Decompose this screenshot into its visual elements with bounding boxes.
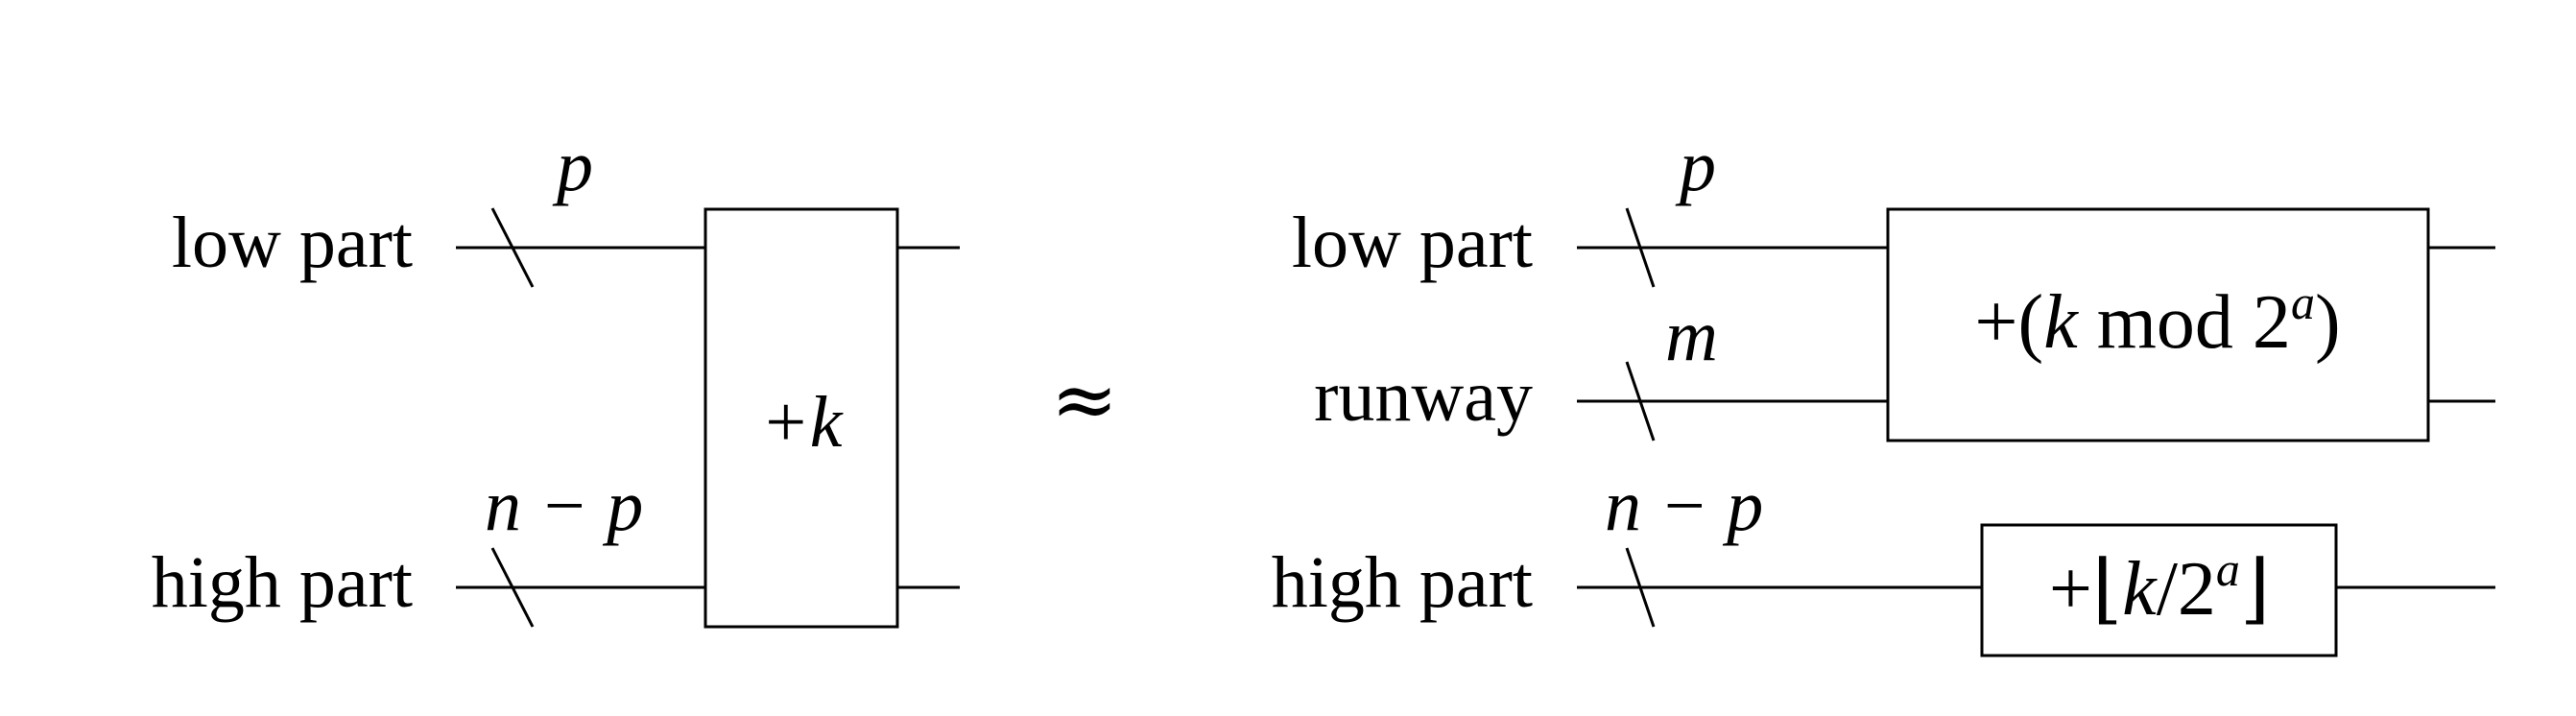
left-low-bundle-slash (490, 207, 535, 288)
mod-gate-plus: +( (1974, 280, 2043, 365)
floor-gate-plus: +⌊ (2049, 547, 2122, 632)
approx-symbol: ≈ (1051, 352, 1118, 446)
mod-gate-exp: a (2291, 275, 2315, 329)
mod-gate-close: ) (2315, 280, 2341, 365)
right-high-width-label: n − p (1605, 465, 1763, 546)
floor-gate-div: /2 (2157, 547, 2216, 632)
right-add-k-mod-gate (1886, 207, 2430, 442)
left-high-width-label: n − p (485, 465, 643, 546)
right-high-part-label: high part (1272, 542, 1533, 623)
left-high-part-label: high part (152, 542, 413, 623)
right-low-part-label: low part (1292, 203, 1533, 283)
left-low-width-label: p (552, 126, 593, 206)
right-add-floor-gate (1980, 523, 2338, 657)
right-add-k-mod-gate-label: +(k mod 2a) (1974, 275, 2340, 365)
right-runway-width-label: m (1665, 296, 1718, 376)
left-add-k-gate-label: +k (760, 382, 843, 463)
floor-gate-k: k (2122, 547, 2158, 632)
right-low-bundle-slash (1625, 207, 1656, 288)
left-low-part-label: low part (172, 203, 413, 283)
left-add-k-gate (704, 207, 899, 629)
right-circuit: low part runway high part p m n − p +(k … (1272, 126, 2495, 657)
right-low-width-label: p (1675, 126, 1716, 206)
mod-gate-mod: mod 2 (2078, 280, 2291, 365)
floor-gate-close: ⌋ (2240, 547, 2270, 632)
mod-gate-k: k (2043, 280, 2079, 365)
right-runway-label: runway (1314, 356, 1533, 437)
left-high-bundle-slash (490, 547, 535, 628)
right-high-bundle-slash (1625, 547, 1656, 628)
right-add-floor-gate-label: +⌊k/2a⌋ (2049, 542, 2270, 632)
left-circuit: low part high part p n − p +k (152, 126, 960, 629)
floor-gate-exp: a (2216, 542, 2240, 596)
right-runway-bundle-slash (1625, 361, 1656, 442)
